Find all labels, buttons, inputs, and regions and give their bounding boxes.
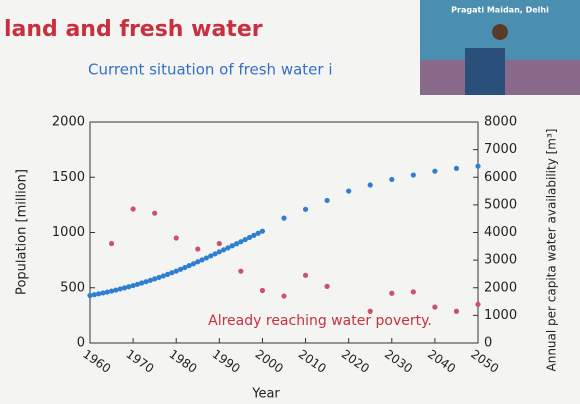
data-point [325,198,330,203]
data-point [368,182,373,187]
y2-tick-label: 1000 [484,308,517,323]
y-tick-label: 1000 [52,225,85,240]
data-point [475,164,480,169]
y2-tick-label: 3000 [484,253,517,268]
x-tick-label: 2050 [468,347,501,376]
chart: land and fresh water Current situation o… [0,0,580,404]
y2-tick-label: 0 [484,336,492,351]
data-point [260,229,265,234]
speaker [492,24,508,40]
data-point [346,188,351,193]
y-tick-label: 1500 [52,170,85,185]
data-point [454,166,459,171]
x-tick-label: 2030 [382,347,415,376]
data-point [281,293,286,298]
data-point [411,289,416,294]
y2-tick-label: 7000 [484,142,517,157]
x-tick-label: 2000 [253,347,286,376]
data-point [411,172,416,177]
y2-tick-label: 5000 [484,197,517,212]
data-point [92,292,97,297]
y-tick-label: 500 [60,280,85,295]
data-point [105,289,110,294]
speaker-photo: Pragati Maidan, Delhi [420,0,580,95]
slide-title: land and fresh water [4,17,263,42]
y-axis-label: Population [million] [15,169,30,295]
annotation: Already reaching water poverty. [208,313,432,329]
data-point [389,177,394,182]
y2-tick-label: 2000 [484,280,517,295]
data-point [238,269,243,274]
data-point [389,291,394,296]
x-tick-label: 1980 [166,347,199,376]
y2-axis-label: Annual per capita water availability [m³… [545,129,559,372]
x-tick-label: 1960 [80,347,113,376]
y2-tick-label: 8000 [484,115,517,130]
x-tick-label: 2010 [296,347,329,376]
y-tick-label: 0 [77,336,85,351]
x-tick-label: 2040 [425,347,458,376]
data-point [454,309,459,314]
x-axis-label: Year [251,387,280,402]
data-point [109,241,114,246]
y2-tick-label: 4000 [484,225,517,240]
data-point [260,288,265,293]
data-point [174,235,179,240]
data-point [475,302,480,307]
x-tick-label: 1970 [123,347,156,376]
photo-caption: Pragati Maidan, Delhi [451,6,549,15]
data-point [303,207,308,212]
data-point [325,284,330,289]
slide-subtitle: Current situation of fresh water i [88,61,333,79]
plot-frame [90,122,478,343]
data-point [195,246,200,251]
data-point [303,273,308,278]
data-point [368,309,373,314]
y-tick-label: 2000 [52,115,85,130]
data-point [281,216,286,221]
data-point [96,291,101,296]
podium [465,48,505,95]
data-point [217,241,222,246]
data-point [432,169,437,174]
data-point [152,211,157,216]
x-tick-label: 1990 [210,347,243,376]
data-point [131,206,136,211]
x-tick-label: 2020 [339,347,372,376]
data-point [432,304,437,309]
y2-tick-label: 6000 [484,170,517,185]
data-point [109,288,114,293]
data-point [87,293,92,298]
data-point [100,290,105,295]
page: {"chart_data": {"type": "scatter", "titl… [0,0,580,404]
